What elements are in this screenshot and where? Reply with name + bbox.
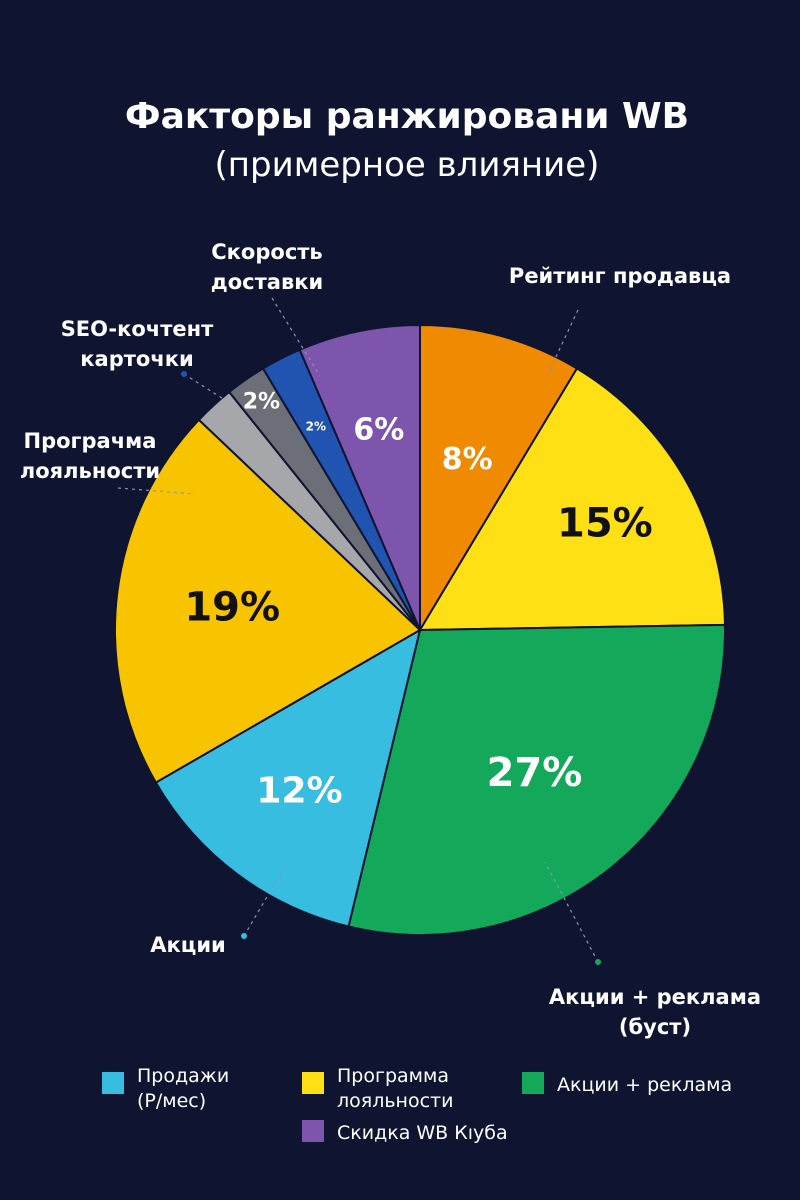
legend-swatch xyxy=(302,1120,324,1142)
callout-leader-dot xyxy=(595,959,601,965)
slice-value-label: 2% xyxy=(306,419,326,433)
callout-leader-line xyxy=(271,297,321,377)
callout-leaders xyxy=(117,297,601,965)
slice-callout-label: SEO-кочтент карточки xyxy=(61,317,214,371)
legend-label: Программа лояльности xyxy=(337,1065,453,1112)
pie-slice xyxy=(347,623,726,936)
callout-leader-line xyxy=(117,487,196,495)
callout-leader-line xyxy=(544,861,599,963)
legend-label: Продажи (Р/мес) xyxy=(137,1065,229,1112)
slice-value-label: 2% xyxy=(243,390,280,415)
legend-swatch xyxy=(102,1072,124,1094)
pie-slice xyxy=(114,418,422,784)
legend-swatch xyxy=(522,1072,544,1094)
pie-slices: 8% 15% 27% 12% 19% 2% 2% 6% xyxy=(114,323,726,936)
callout-leader-dot xyxy=(181,371,187,377)
slice-callout-label: Скорость доставки xyxy=(211,240,323,294)
slice-value-label: 8% xyxy=(442,442,493,477)
chart-subtitle: (примерное влияние) xyxy=(215,145,600,185)
slice-value-label: 15% xyxy=(557,500,653,546)
slice-value-label: 6% xyxy=(353,412,404,447)
legend: Продажи (Р/мес) Программа лояльности Акции +… xyxy=(102,1065,732,1144)
legend-label: Скидка WB Кıуба xyxy=(337,1122,508,1144)
slice-value-label: 12% xyxy=(256,771,342,812)
pie-slice xyxy=(298,323,421,631)
legend-swatch xyxy=(302,1072,324,1094)
slice-callout-label: Акции xyxy=(150,933,226,957)
pie-slice xyxy=(418,367,726,632)
slice-callout-label: Акции + реклама (буст) xyxy=(549,985,761,1039)
callout-leader-dot xyxy=(241,933,247,939)
slice-callouts: Рейтинг продавца Акции + реклама (буст) Акц… xyxy=(20,240,761,1039)
legend-label: Акции + реклама xyxy=(557,1074,732,1096)
slice-value-label: 19% xyxy=(184,585,280,631)
slice-value-label: 27% xyxy=(487,750,583,796)
chart-title: Факторы ранжировани WB xyxy=(125,96,689,137)
slice-callout-label: Програчма лояльности xyxy=(20,429,160,483)
callout-leader-line xyxy=(183,373,226,401)
callout-leader-line xyxy=(545,309,579,379)
pie-slice xyxy=(419,323,579,634)
slice-callout-label: Рейтинг продавца xyxy=(509,264,731,288)
pie-slice xyxy=(154,627,422,928)
